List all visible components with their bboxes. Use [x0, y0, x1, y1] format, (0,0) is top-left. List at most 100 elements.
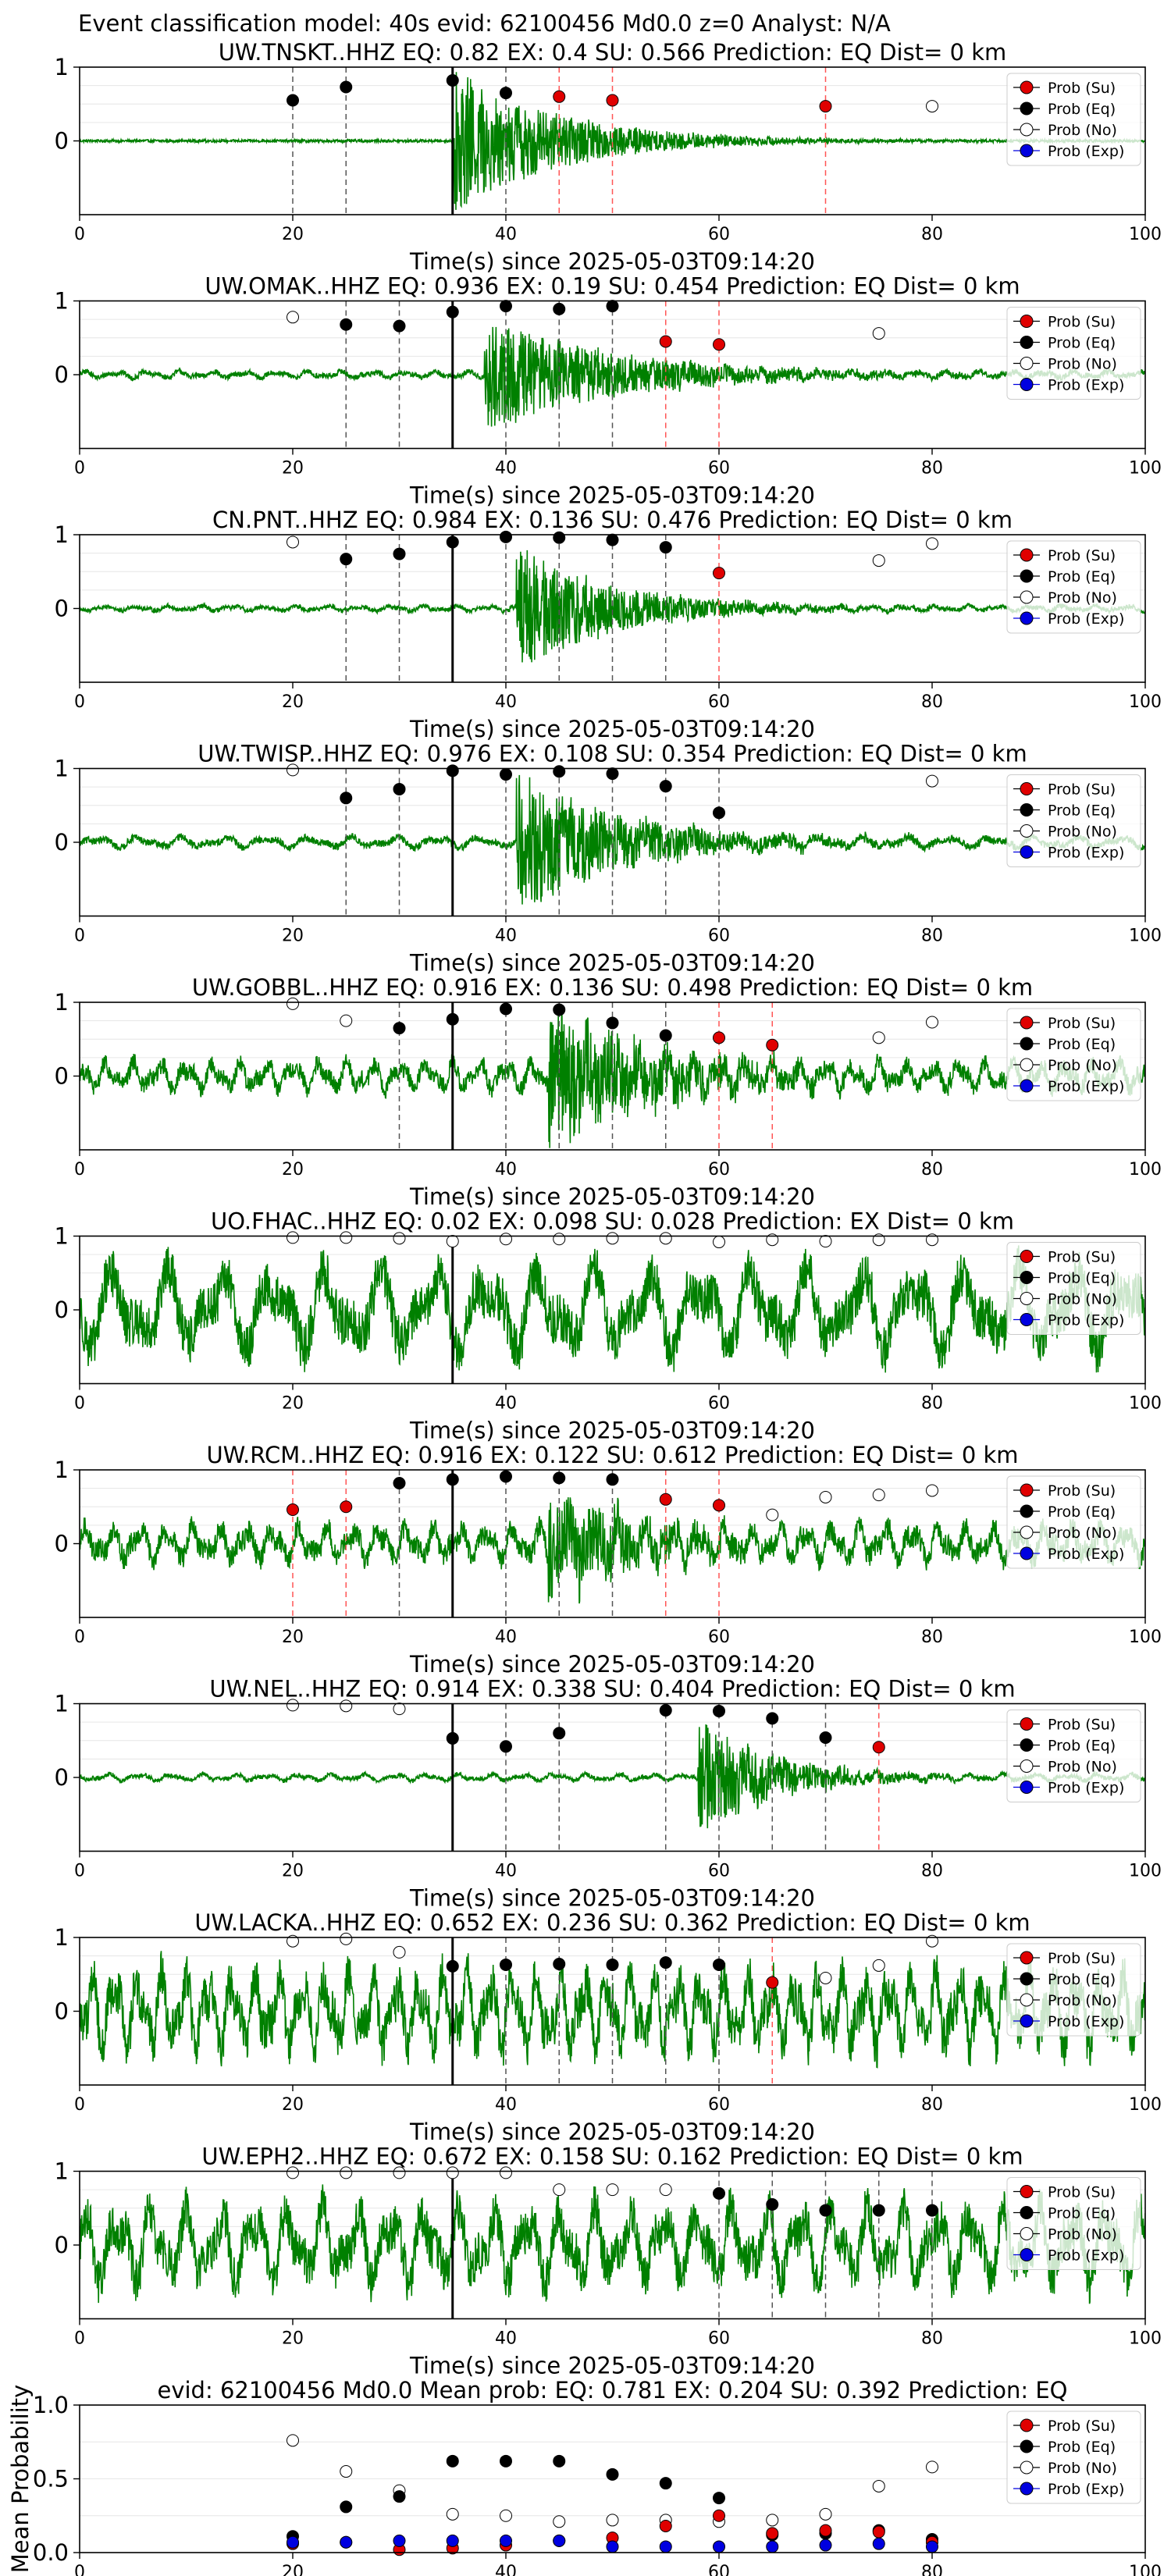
- legend-marker-eq: [1020, 2439, 1034, 2453]
- x-tick-label: 80: [921, 1160, 943, 1179]
- x-axis-label: Time(s) since 2025-05-03T09:14:20: [409, 248, 815, 275]
- x-tick-label: 20: [282, 2095, 304, 2115]
- plot-content: [80, 1002, 1145, 1150]
- y-tick-label: 0: [55, 596, 69, 622]
- legend-marker-eq: [1020, 803, 1034, 817]
- legend-marker-su: [1020, 2418, 1034, 2432]
- prob-point-eq: [553, 765, 566, 778]
- mean-point-su: [766, 2527, 779, 2540]
- legend-label: Prob (Su): [1048, 1950, 1116, 1967]
- x-tick-label: 80: [921, 459, 943, 479]
- legend-box: [1006, 1710, 1141, 1802]
- prob-point-su: [766, 1038, 779, 1051]
- y-tick-label: 0: [55, 128, 69, 155]
- mean-point-eq: [446, 2454, 459, 2467]
- prob-point-no: [393, 2166, 406, 2179]
- prob-point-eq: [393, 1477, 406, 1490]
- x-tick-label: 20: [282, 927, 304, 946]
- legend-marker-su: [1020, 782, 1034, 795]
- x-tick-label: 20: [282, 459, 304, 479]
- legend-marker-exp: [1020, 1781, 1034, 1794]
- prob-point-no: [872, 327, 885, 340]
- mean-point-exp: [872, 2537, 885, 2550]
- legend-label: Prob (No): [1048, 1525, 1117, 1542]
- prob-point-eq: [713, 2186, 725, 2200]
- y-tick-label: 1: [55, 989, 69, 1016]
- prob-point-no: [340, 2166, 353, 2179]
- x-tick-label: 20: [282, 1862, 304, 1881]
- prob-point-su: [766, 1976, 779, 1989]
- prob-point-no: [926, 1233, 938, 1247]
- mean-point-exp: [819, 2539, 832, 2552]
- mean-point-eq: [659, 2477, 672, 2490]
- legend-marker-su: [1020, 548, 1034, 562]
- prob-point-no: [340, 1699, 353, 1713]
- mean-point-su: [819, 2524, 832, 2537]
- mean-point-no: [606, 2514, 619, 2527]
- panel-title: UW.LACKA..HHZ EQ: 0.652 EX: 0.236 SU: 0.…: [194, 1909, 1030, 1936]
- legend-label: Prob (Su): [1048, 1482, 1116, 1500]
- prob-point-no: [340, 1231, 353, 1244]
- mean-point-su: [872, 2525, 885, 2539]
- legend-label: Prob (Eq): [1048, 1971, 1116, 1988]
- legend: Prob (Su) Prob (Eq) Prob (No) Prob (Exp): [1006, 1475, 1141, 1569]
- prob-point-eq: [393, 547, 406, 560]
- mean-point-eq: [553, 2454, 566, 2467]
- prob-point-eq: [340, 80, 353, 94]
- legend-label: Prob (Eq): [1048, 101, 1116, 118]
- legend-label: Prob (No): [1048, 1759, 1117, 1776]
- legend-label: Prob (Eq): [1048, 335, 1116, 352]
- prob-point-no: [926, 1016, 938, 1029]
- x-tick-label: 40: [495, 459, 517, 479]
- legend-label: Prob (Exp): [1048, 610, 1124, 628]
- prob-point-no: [872, 1959, 885, 1972]
- prob-point-eq: [500, 1002, 512, 1016]
- x-tick-label: 40: [495, 2563, 517, 2576]
- legend-marker-exp: [1020, 845, 1034, 859]
- plot-content: [80, 301, 1145, 449]
- x-tick-label: 80: [921, 927, 943, 946]
- prob-point-no: [872, 1489, 885, 1502]
- x-axis-label: Time(s) since 2025-05-03T09:14:20: [409, 1885, 815, 1912]
- legend-label: Prob (Su): [1048, 2418, 1116, 2435]
- mean-point-exp: [606, 2540, 619, 2553]
- legend: Prob (Su) Prob (Eq) Prob (No) Prob (Exp): [1006, 1710, 1141, 1802]
- legend-marker-no: [1020, 1525, 1034, 1539]
- prob-point-eq: [553, 1727, 566, 1740]
- y-tick-label: 0: [55, 1063, 69, 1090]
- prob-point-no: [926, 774, 938, 788]
- legend-marker-su: [1020, 1717, 1034, 1731]
- legend-marker-no: [1020, 1993, 1034, 2007]
- legend: Prob (Su) Prob (Eq) Prob (No) Prob (Exp): [1006, 1008, 1141, 1101]
- prob-point-su: [713, 338, 725, 351]
- prob-point-no: [287, 2166, 299, 2179]
- legend: Prob (Su) Prob (Eq) Prob (No) Prob (Exp): [1006, 2177, 1141, 2270]
- legend-marker-eq: [1020, 2206, 1034, 2219]
- legend-label: Prob (Exp): [1048, 1780, 1124, 1797]
- mean-point-no: [872, 2479, 885, 2492]
- legend-marker-no: [1020, 2460, 1034, 2475]
- prob-point-no: [340, 1014, 353, 1027]
- panel-title: UW.RCM..HHZ EQ: 0.916 EX: 0.122 SU: 0.61…: [206, 1442, 1018, 1468]
- legend-label: Prob (Su): [1048, 2184, 1116, 2201]
- legend-label: Prob (Exp): [1048, 1546, 1124, 1563]
- y-tick-label: 0: [55, 361, 69, 388]
- x-tick-label: 60: [708, 2095, 730, 2115]
- legend-marker-su: [1020, 1483, 1034, 1497]
- prob-point-su: [713, 567, 725, 580]
- plot-content: [80, 2171, 1145, 2319]
- mean-point-exp: [287, 2535, 299, 2549]
- legend-label: Prob (Su): [1048, 314, 1116, 331]
- y-tick-label: 0: [55, 2232, 69, 2258]
- panel-title: UW.TNSKT..HHZ EQ: 0.82 EX: 0.4 SU: 0.566…: [219, 39, 1007, 66]
- y-axis-label: Mean Probability: [7, 2385, 34, 2574]
- x-tick-label: 60: [708, 2563, 730, 2576]
- legend-marker-eq: [1020, 569, 1034, 583]
- legend-label: Prob (Eq): [1048, 2205, 1116, 2222]
- prob-point-eq: [446, 1473, 459, 1486]
- prob-point-no: [606, 2183, 619, 2197]
- prob-point-no: [287, 535, 299, 549]
- mean-point-no: [500, 2509, 512, 2522]
- legend: Prob (Su) Prob (Eq) Prob (No) Prob (Exp): [1006, 774, 1141, 867]
